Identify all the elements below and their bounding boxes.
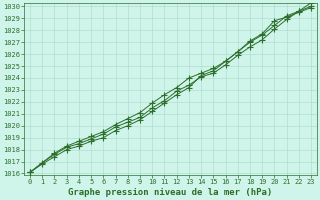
X-axis label: Graphe pression niveau de la mer (hPa): Graphe pression niveau de la mer (hPa) (68, 188, 273, 197)
